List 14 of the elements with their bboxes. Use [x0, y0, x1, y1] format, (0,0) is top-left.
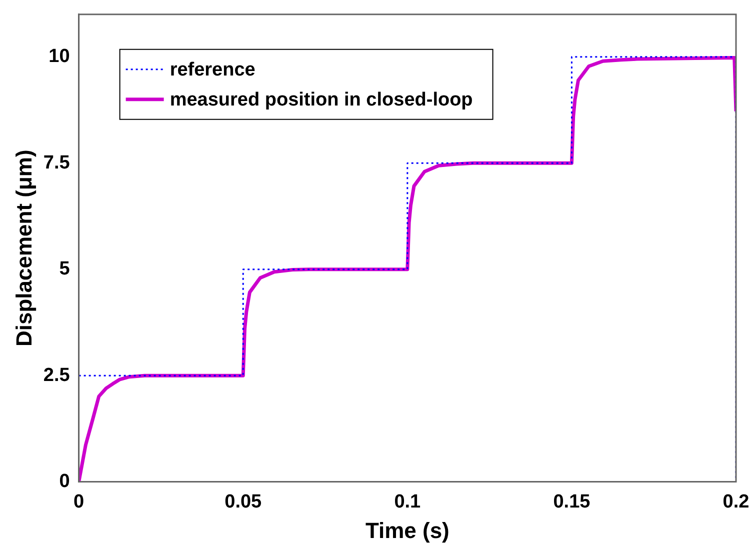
x-tick-label: 0.15	[553, 491, 591, 512]
x-axis-title: Time (s)	[365, 518, 450, 543]
x-tick-label: 0	[74, 491, 84, 512]
y-tick-label: 10	[48, 46, 70, 68]
y-tick-label: 7.5	[43, 152, 70, 174]
legend-label: reference	[170, 60, 256, 81]
x-tick-label: 0.2	[722, 491, 750, 512]
y-tick-label: 5	[59, 258, 70, 280]
x-tick-label: 0.1	[394, 491, 422, 512]
y-axis-title: Displacement (μm)	[11, 150, 36, 347]
x-tick-label: 0.05	[224, 491, 262, 512]
y-tick-label: 2.5	[43, 364, 70, 386]
legend-label: measured position in closed-loop	[170, 90, 473, 111]
y-tick-label: 0	[59, 471, 70, 492]
